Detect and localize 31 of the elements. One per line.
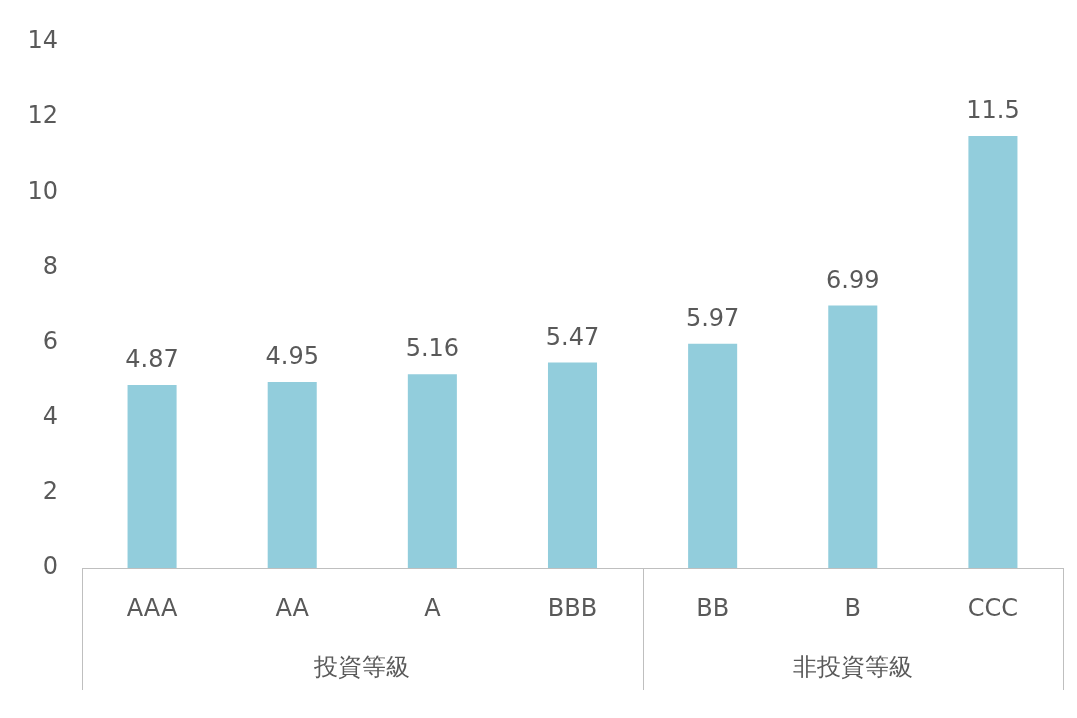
y-tick-label: 6 <box>42 326 58 355</box>
data-label: 5.16 <box>405 334 460 363</box>
x-tick-label: B <box>844 593 862 622</box>
data-label: 4.95 <box>265 342 319 371</box>
x-tick-label: AA <box>275 593 310 622</box>
x-tick-label: CCC <box>967 593 1019 622</box>
y-tick-label: 10 <box>27 176 58 205</box>
bar <box>688 343 738 568</box>
y-tick-label: 2 <box>42 477 58 506</box>
y-tick-label: 14 <box>27 26 58 55</box>
bar <box>828 305 878 568</box>
y-tick-label: 8 <box>42 251 58 280</box>
y-tick-label: 12 <box>27 101 58 130</box>
data-label: 11.5 <box>966 96 1020 125</box>
data-label: 4.87 <box>125 345 179 374</box>
bar <box>968 135 1018 568</box>
bar <box>407 374 457 568</box>
text: 投資等級 <box>313 653 411 682</box>
bar <box>547 362 598 568</box>
y-tick-label: 0 <box>42 552 58 581</box>
bar <box>267 382 317 568</box>
data-label: 5.47 <box>545 322 600 351</box>
y-tick-label: 4 <box>42 401 58 430</box>
data-label: 5.97 <box>685 303 740 332</box>
data-label: 6.99 <box>826 265 880 294</box>
x-tick-label: AAA <box>126 593 178 622</box>
text: 非投資等級 <box>792 653 913 682</box>
x-tick-label: BB <box>696 593 730 622</box>
x-tick-label: A <box>424 593 442 622</box>
bar <box>127 385 177 568</box>
x-tick-label: BBB <box>547 593 598 622</box>
